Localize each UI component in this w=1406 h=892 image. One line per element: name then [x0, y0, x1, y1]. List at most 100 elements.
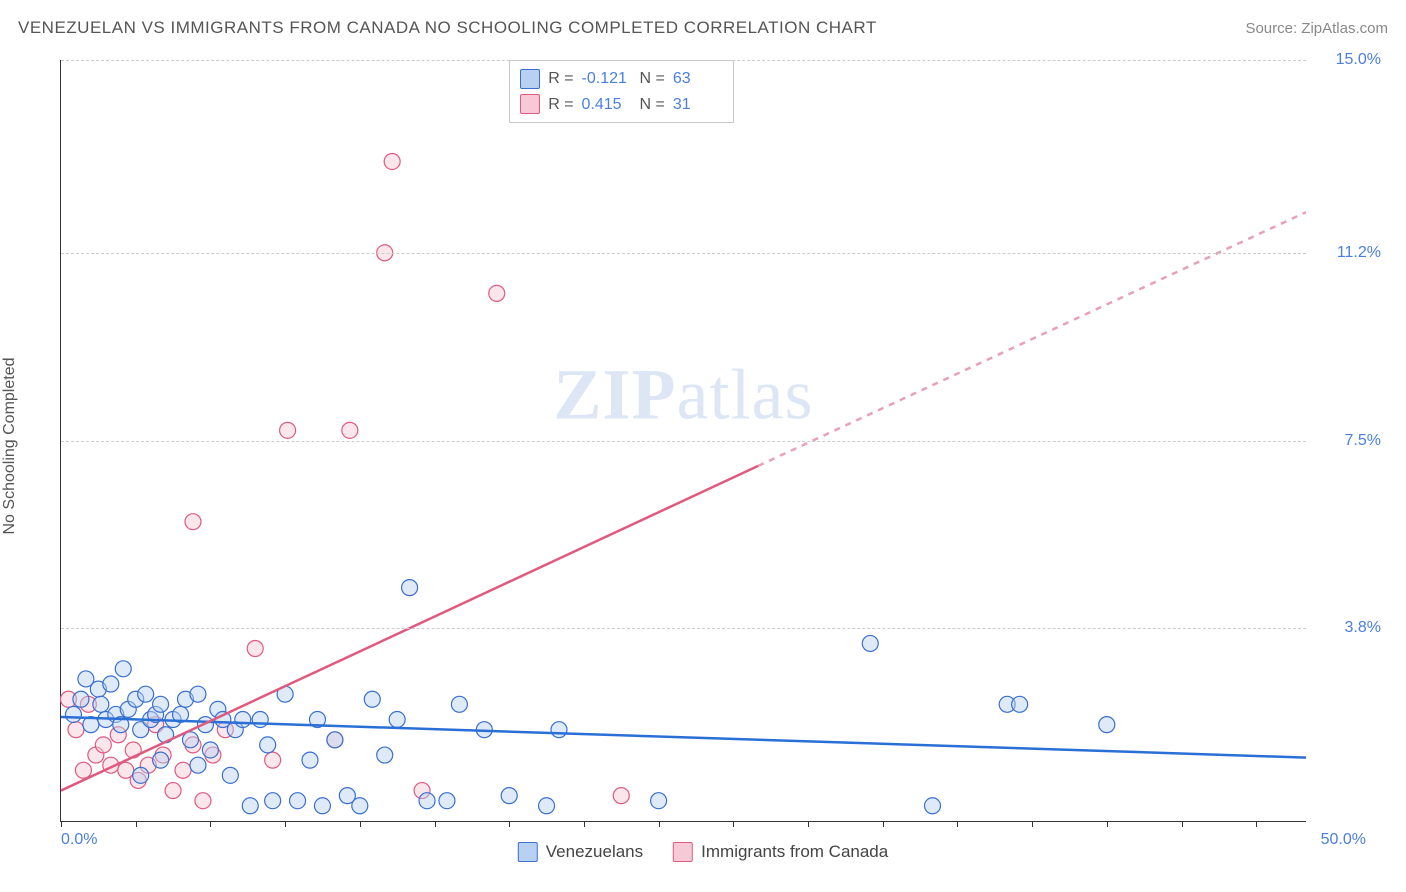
scatter-point	[93, 696, 109, 712]
y-axis-label: No Schooling Completed	[1, 358, 19, 535]
y-tick-label: 15.0%	[1321, 51, 1381, 69]
swatch-pink	[673, 842, 693, 862]
x-tick-mark	[210, 821, 211, 827]
scatter-point	[489, 285, 505, 301]
scatter-point	[402, 580, 418, 596]
stats-box: R = -0.121 N = 63 R = 0.415 N = 31	[509, 60, 734, 123]
scatter-point	[314, 798, 330, 814]
scatter-point	[133, 767, 149, 783]
legend-item-canada: Immigrants from Canada	[673, 842, 888, 862]
scatter-point	[439, 793, 455, 809]
x-tick-mark	[360, 821, 361, 827]
scatter-point	[327, 732, 343, 748]
scatter-point	[195, 793, 211, 809]
swatch-blue	[518, 842, 538, 862]
swatch-blue	[520, 69, 540, 89]
x-tick-mark	[285, 821, 286, 827]
scatter-point	[115, 661, 131, 677]
scatter-point	[862, 635, 878, 651]
scatter-point	[242, 798, 258, 814]
source-attribution: Source: ZipAtlas.com	[1245, 20, 1388, 37]
scatter-point	[95, 737, 111, 753]
scatter-point	[1099, 717, 1115, 733]
plot-region: ZIPatlas R = -0.121 N = 63 R = 0.415 N =…	[60, 60, 1306, 822]
chart-title: VENEZUELAN VS IMMIGRANTS FROM CANADA NO …	[18, 18, 877, 38]
x-tick-mark	[61, 821, 62, 827]
scatter-point	[185, 514, 201, 530]
trend-line	[61, 717, 1306, 758]
scatter-point	[551, 722, 567, 738]
x-tick-mark	[1032, 821, 1033, 827]
scatter-point	[651, 793, 667, 809]
x-tick-mark	[435, 821, 436, 827]
scatter-point	[1012, 696, 1028, 712]
scatter-point	[247, 641, 263, 657]
scatter-point	[153, 752, 169, 768]
scatter-point	[65, 706, 81, 722]
scatter-point	[265, 752, 281, 768]
scatter-point	[265, 793, 281, 809]
scatter-point	[153, 696, 169, 712]
x-tick-mark	[584, 821, 585, 827]
n-label: N =	[640, 92, 665, 118]
trend-line	[758, 212, 1306, 466]
scatter-point	[419, 793, 435, 809]
r-label: R =	[548, 66, 573, 92]
scatter-point	[539, 798, 555, 814]
scatter-point	[260, 737, 276, 753]
scatter-point	[138, 686, 154, 702]
chart-header: VENEZUELAN VS IMMIGRANTS FROM CANADA NO …	[18, 18, 1388, 38]
x-tick-mark	[733, 821, 734, 827]
scatter-point	[75, 762, 91, 778]
scatter-point	[222, 767, 238, 783]
r-value-blue: -0.121	[582, 66, 632, 92]
n-value-pink: 31	[673, 92, 723, 118]
scatter-point	[280, 422, 296, 438]
scatter-point	[68, 722, 84, 738]
scatter-point	[190, 757, 206, 773]
x-tick-mark	[1256, 821, 1257, 827]
legend-item-venezuelans: Venezuelans	[518, 842, 643, 862]
gridline	[61, 441, 1306, 442]
y-tick-label: 3.8%	[1321, 619, 1381, 637]
scatter-point	[613, 788, 629, 804]
x-tick-mark	[509, 821, 510, 827]
bottom-legend: Venezuelans Immigrants from Canada	[518, 842, 888, 862]
x-tick-mark	[808, 821, 809, 827]
scatter-point	[252, 712, 268, 728]
scatter-point	[202, 742, 218, 758]
scatter-point	[175, 762, 191, 778]
x-axis-min-label: 0.0%	[61, 831, 97, 849]
scatter-point	[235, 712, 251, 728]
stats-row-pink: R = 0.415 N = 31	[520, 92, 723, 118]
y-tick-label: 11.2%	[1321, 244, 1381, 262]
scatter-point	[73, 691, 89, 707]
scatter-point	[501, 788, 517, 804]
x-tick-mark	[136, 821, 137, 827]
gridline	[61, 628, 1306, 629]
scatter-point	[352, 798, 368, 814]
x-tick-mark	[883, 821, 884, 827]
scatter-point	[364, 691, 380, 707]
legend-label: Venezuelans	[546, 842, 643, 862]
gridline	[61, 253, 1306, 254]
n-label: N =	[640, 66, 665, 92]
scatter-point	[290, 793, 306, 809]
stats-row-blue: R = -0.121 N = 63	[520, 66, 723, 92]
x-tick-mark	[1107, 821, 1108, 827]
r-value-pink: 0.415	[582, 92, 632, 118]
r-label: R =	[548, 92, 573, 118]
scatter-point	[103, 676, 119, 692]
y-tick-label: 7.5%	[1321, 432, 1381, 450]
x-tick-mark	[957, 821, 958, 827]
gridline	[61, 60, 1306, 61]
x-axis-max-label: 50.0%	[1321, 831, 1366, 849]
legend-label: Immigrants from Canada	[701, 842, 888, 862]
chart-area: ZIPatlas R = -0.121 N = 63 R = 0.415 N =…	[60, 60, 1306, 822]
x-tick-mark	[1182, 821, 1183, 827]
scatter-point	[302, 752, 318, 768]
x-tick-mark	[659, 821, 660, 827]
scatter-point	[342, 422, 358, 438]
scatter-point	[165, 783, 181, 799]
scatter-point	[389, 712, 405, 728]
